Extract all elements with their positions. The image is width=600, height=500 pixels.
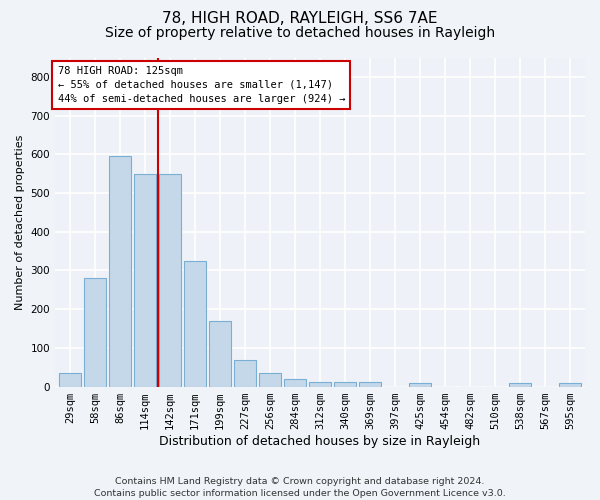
Text: Size of property relative to detached houses in Rayleigh: Size of property relative to detached ho… bbox=[105, 26, 495, 40]
Bar bbox=[209, 321, 230, 386]
Text: Contains HM Land Registry data © Crown copyright and database right 2024.
Contai: Contains HM Land Registry data © Crown c… bbox=[94, 476, 506, 498]
Y-axis label: Number of detached properties: Number of detached properties bbox=[15, 134, 25, 310]
Bar bbox=[359, 382, 380, 386]
Bar bbox=[310, 382, 331, 386]
Bar bbox=[134, 174, 155, 386]
Bar bbox=[59, 373, 80, 386]
Bar bbox=[559, 384, 581, 386]
Bar bbox=[334, 382, 356, 386]
Bar bbox=[259, 373, 281, 386]
Bar bbox=[109, 156, 131, 386]
Text: 78 HIGH ROAD: 125sqm
← 55% of detached houses are smaller (1,147)
44% of semi-de: 78 HIGH ROAD: 125sqm ← 55% of detached h… bbox=[58, 66, 345, 104]
Text: 78, HIGH ROAD, RAYLEIGH, SS6 7AE: 78, HIGH ROAD, RAYLEIGH, SS6 7AE bbox=[162, 11, 438, 26]
Bar bbox=[160, 174, 181, 386]
X-axis label: Distribution of detached houses by size in Rayleigh: Distribution of detached houses by size … bbox=[160, 434, 481, 448]
Bar bbox=[85, 278, 106, 386]
Bar bbox=[235, 360, 256, 386]
Bar bbox=[509, 384, 530, 386]
Bar bbox=[409, 384, 431, 386]
Bar bbox=[184, 261, 206, 386]
Bar bbox=[284, 379, 305, 386]
